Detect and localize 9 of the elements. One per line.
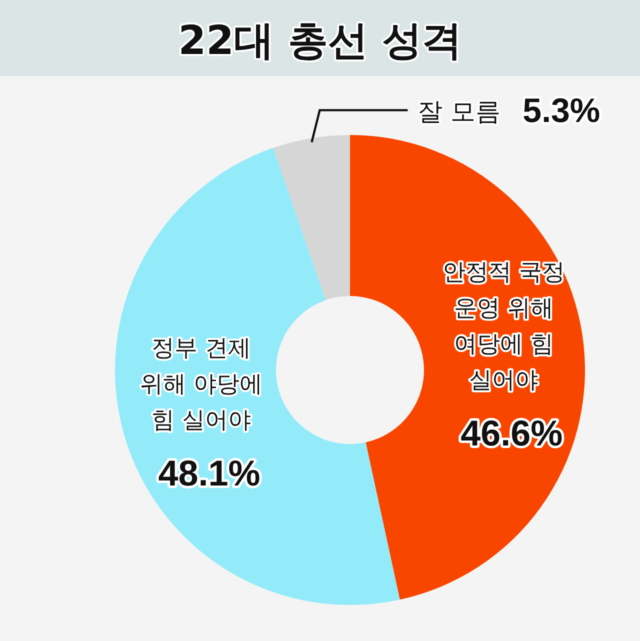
data-label: 46.6% [460,412,563,454]
donut-slice [273,135,350,300]
slice-label: 잘 모름 [418,97,501,126]
slice-label: 안정적 국정 운영 위해 여당에 힘 실어야 [442,260,565,394]
chart-title: 22대 총선 성격 [178,18,462,64]
slice-label: 정부 견제 위해 야당에 힘 실어야 [140,336,262,434]
data-label: 48.1% [158,452,260,494]
data-label: 5.3% [522,92,600,130]
donut-slice [115,148,400,605]
